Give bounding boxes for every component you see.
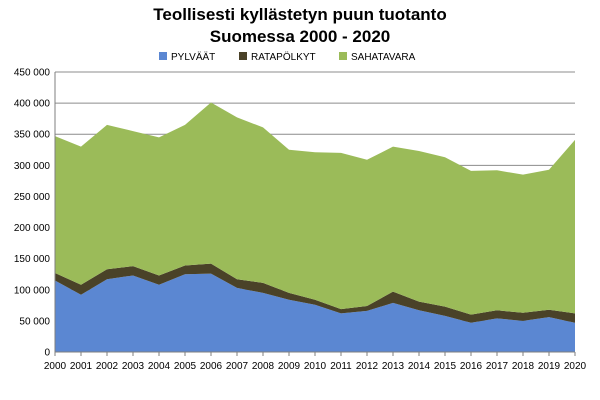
x-tick-label: 2016: [460, 361, 483, 372]
y-tick-label: 100 000: [14, 285, 51, 296]
area-1: [55, 273, 575, 352]
x-tick-label: 2007: [226, 361, 249, 372]
x-tick-label: 2012: [356, 361, 379, 372]
chart-title-line-1: Teollisesti kyllästetyn puun tuotanto: [153, 5, 446, 24]
x-tick-label: 2001: [70, 361, 93, 372]
y-tick-label: 350 000: [14, 130, 51, 141]
x-tick-label: 2017: [486, 361, 509, 372]
area-2: [55, 263, 575, 323]
legend-swatch: [239, 52, 247, 60]
x-axis-ticks: 2000 2001 2002 2003 2004 2005 2006 2007 2008 2009…: [44, 352, 587, 372]
area-3: [55, 102, 575, 315]
x-tick-label: 2011: [330, 361, 352, 372]
area-series: [55, 102, 575, 352]
y-tick-label: 400 000: [14, 99, 51, 110]
y-tick-label: 250 000: [14, 192, 51, 203]
x-tick-label: 2020: [564, 361, 587, 372]
y-tick-label: 300 000: [14, 161, 51, 172]
legend-label: SAHATAVARA: [351, 52, 416, 63]
x-tick-label: 2014: [408, 361, 431, 372]
y-tick-label: 150 000: [14, 254, 51, 265]
y-axis-ticks: 0 50 000 100 000 150 000 200 000 250 000 300 0…: [14, 68, 51, 359]
x-tick-label: 2013: [382, 361, 405, 372]
y-tick-label: 450 000: [14, 68, 51, 79]
legend-swatch: [339, 52, 347, 60]
x-tick-label: 2004: [148, 361, 171, 372]
y-tick-label: 50 000: [19, 316, 50, 327]
legend-label: RATAPÖLKYT: [251, 51, 316, 63]
legend: PYLVÄÄT RATAPÖLKYT SAHATAVARA: [159, 51, 416, 63]
y-tick-label: 0: [44, 348, 50, 359]
x-tick-label: 2003: [122, 361, 145, 372]
x-tick-label: 2019: [538, 361, 561, 372]
y-tick-label: 200 000: [14, 223, 51, 234]
x-tick-label: 2005: [174, 361, 197, 372]
x-tick-label: 2006: [200, 361, 223, 372]
x-tick-label: 2015: [434, 361, 457, 372]
x-tick-label: 2010: [304, 361, 327, 372]
chart-title-line-2: Suomessa 2000 - 2020: [210, 27, 391, 46]
legend-swatch: [159, 52, 167, 60]
x-tick-label: 2000: [44, 361, 67, 372]
legend-label: PYLVÄÄT: [171, 51, 215, 63]
x-tick-label: 2002: [96, 361, 119, 372]
x-tick-label: 2018: [512, 361, 535, 372]
x-tick-label: 2008: [252, 361, 275, 372]
x-tick-label: 2009: [278, 361, 301, 372]
